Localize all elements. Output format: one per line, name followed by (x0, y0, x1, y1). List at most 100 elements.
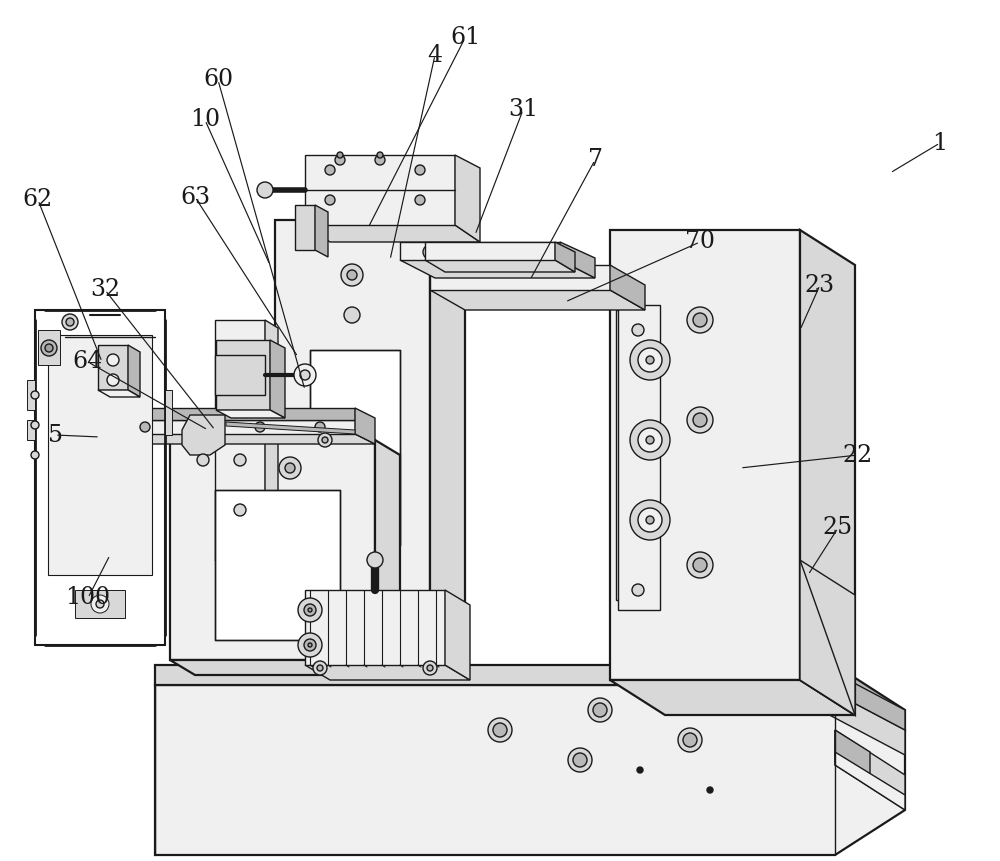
Circle shape (630, 420, 670, 460)
Text: 100: 100 (65, 586, 111, 610)
Text: 63: 63 (180, 185, 210, 208)
Polygon shape (265, 320, 278, 568)
Circle shape (487, 249, 493, 255)
Text: 4: 4 (427, 44, 443, 66)
Polygon shape (800, 230, 855, 715)
Polygon shape (560, 242, 595, 278)
Circle shape (423, 661, 437, 675)
Polygon shape (216, 340, 270, 410)
Circle shape (257, 182, 273, 198)
Circle shape (140, 422, 150, 432)
Circle shape (427, 665, 433, 671)
Circle shape (107, 354, 119, 366)
Polygon shape (310, 350, 400, 545)
Text: 60: 60 (203, 69, 233, 91)
Circle shape (66, 318, 74, 326)
Polygon shape (430, 220, 465, 665)
Circle shape (304, 639, 316, 651)
Polygon shape (216, 410, 285, 418)
Polygon shape (555, 242, 575, 272)
Circle shape (234, 454, 246, 466)
Polygon shape (400, 242, 560, 260)
Polygon shape (455, 155, 480, 242)
Polygon shape (305, 665, 470, 680)
Circle shape (294, 364, 316, 386)
Circle shape (322, 437, 328, 443)
Text: 23: 23 (805, 274, 835, 296)
Bar (27, 420, 35, 440)
Polygon shape (98, 390, 140, 397)
Circle shape (568, 748, 592, 772)
Polygon shape (438, 260, 530, 270)
Circle shape (304, 604, 316, 616)
Circle shape (341, 264, 363, 286)
Bar (27, 380, 35, 410)
Circle shape (31, 391, 39, 399)
Circle shape (337, 152, 343, 158)
Text: 1: 1 (932, 132, 948, 154)
Circle shape (588, 698, 612, 722)
Circle shape (707, 787, 713, 793)
Polygon shape (275, 220, 430, 640)
Text: 5: 5 (48, 424, 62, 447)
Polygon shape (610, 680, 855, 715)
Circle shape (62, 314, 78, 330)
Polygon shape (35, 310, 165, 645)
Polygon shape (155, 685, 905, 855)
Circle shape (234, 354, 246, 366)
Polygon shape (820, 685, 905, 755)
Circle shape (415, 165, 425, 175)
Circle shape (687, 552, 713, 578)
Circle shape (630, 500, 670, 540)
Polygon shape (226, 422, 355, 434)
Circle shape (234, 404, 246, 416)
Circle shape (195, 422, 205, 432)
Circle shape (347, 270, 357, 280)
Circle shape (45, 344, 53, 352)
Circle shape (377, 152, 383, 158)
Circle shape (632, 584, 644, 596)
Circle shape (285, 463, 295, 473)
Circle shape (325, 195, 335, 205)
Circle shape (313, 661, 327, 675)
Polygon shape (315, 205, 328, 257)
Bar (165, 390, 172, 435)
Polygon shape (295, 205, 315, 250)
Polygon shape (820, 665, 905, 730)
Circle shape (375, 155, 385, 165)
Circle shape (31, 421, 39, 429)
Polygon shape (425, 260, 575, 272)
Circle shape (298, 598, 322, 622)
Circle shape (683, 733, 697, 747)
Polygon shape (48, 335, 152, 575)
Circle shape (317, 665, 323, 671)
Polygon shape (618, 305, 660, 610)
Circle shape (255, 422, 265, 432)
Circle shape (325, 165, 335, 175)
Circle shape (646, 436, 654, 444)
Circle shape (234, 504, 246, 516)
Polygon shape (445, 590, 470, 680)
Polygon shape (128, 345, 140, 397)
Text: 61: 61 (450, 27, 480, 49)
Polygon shape (305, 225, 480, 242)
Polygon shape (270, 340, 285, 418)
Polygon shape (215, 560, 278, 568)
Polygon shape (430, 290, 645, 310)
Circle shape (693, 558, 707, 572)
Circle shape (96, 600, 104, 608)
Text: 64: 64 (73, 350, 103, 374)
Polygon shape (305, 155, 455, 225)
Polygon shape (610, 230, 800, 680)
Circle shape (335, 155, 345, 165)
Circle shape (687, 407, 713, 433)
Polygon shape (835, 730, 905, 810)
Polygon shape (800, 560, 855, 715)
Polygon shape (438, 252, 510, 260)
Polygon shape (275, 640, 465, 665)
Circle shape (423, 245, 437, 259)
Text: 62: 62 (23, 189, 53, 212)
Polygon shape (355, 408, 375, 444)
Circle shape (638, 428, 662, 452)
Polygon shape (835, 665, 905, 730)
